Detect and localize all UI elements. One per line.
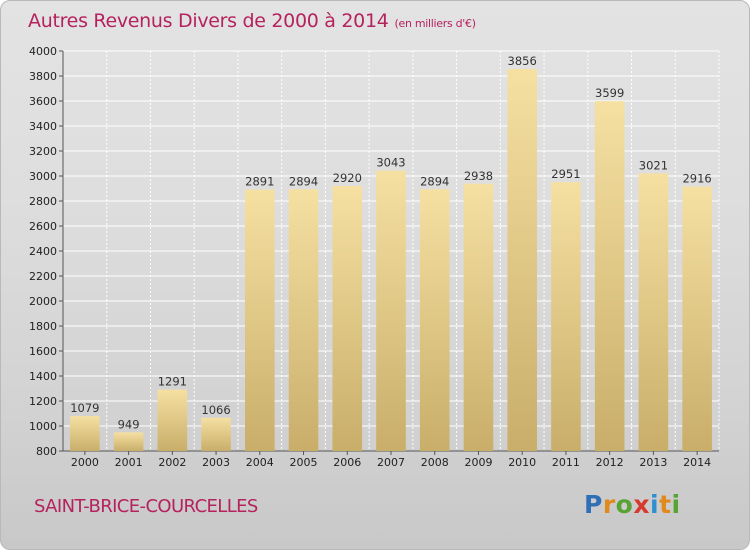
x-tick-label: 2010	[508, 456, 536, 469]
bar	[463, 183, 494, 451]
logo-letter: x	[633, 490, 650, 519]
bar	[288, 189, 319, 451]
x-tick-label: 2013	[639, 456, 667, 469]
bar-value-label: 2920	[333, 171, 362, 185]
bar-value-label: 2916	[682, 172, 711, 186]
x-tick-label: 2007	[377, 456, 405, 469]
x-tick-label: 2012	[596, 456, 624, 469]
y-tick-label: 3400	[29, 120, 57, 133]
y-tick-label: 2400	[29, 245, 57, 258]
bar-value-label: 2891	[245, 175, 274, 189]
x-tick-label: 2011	[552, 456, 580, 469]
labels: 1079 2000 949 2001 1291 2002 1066 2003 2891 2004 2…	[70, 54, 712, 469]
bar	[245, 189, 275, 451]
bar-value-label: 949	[118, 417, 140, 431]
y-tick-label: 800	[36, 445, 57, 458]
bar	[332, 186, 363, 451]
bar	[70, 416, 100, 451]
y-tick-label: 2800	[29, 195, 57, 208]
logo-letter: t	[659, 490, 672, 519]
logo-letter: P	[584, 490, 603, 519]
y-tick-label: 3200	[29, 145, 57, 158]
y-tick-label: 1600	[29, 345, 57, 358]
logo-letter: r	[602, 490, 616, 519]
bar	[201, 417, 231, 451]
bar-value-label: 2951	[551, 167, 580, 181]
x-tick-label: 2003	[202, 456, 230, 469]
proxiti-logo: Proxiti	[584, 490, 681, 519]
y-tick-label: 3600	[29, 95, 57, 108]
y-tick-label: 1000	[29, 420, 57, 433]
x-tick-label: 2004	[246, 456, 274, 469]
logo-letter: i	[671, 490, 681, 519]
bar	[376, 170, 406, 451]
x-tick-label: 2001	[115, 456, 143, 469]
bar	[157, 389, 188, 451]
chart-subtitle: (en milliers d'€)	[394, 17, 476, 30]
bar-value-label: 3599	[595, 86, 624, 100]
bar-value-label: 1291	[158, 375, 187, 389]
bar	[594, 101, 625, 451]
bar	[682, 186, 712, 451]
bar	[507, 69, 537, 451]
x-tick-label: 2002	[158, 456, 186, 469]
x-tick-label: 2008	[421, 456, 449, 469]
bar-value-label: 2938	[464, 169, 493, 183]
bar	[551, 182, 581, 451]
x-tick-label: 2009	[464, 456, 492, 469]
y-tick-label: 3000	[29, 170, 57, 183]
x-tick-label: 2000	[71, 456, 99, 469]
bar	[113, 432, 144, 451]
y-tick-label: 1800	[29, 320, 57, 333]
x-tick-label: 2005	[290, 456, 318, 469]
chart-title-text: Autres Revenus Divers de 2000 à 2014	[28, 10, 389, 32]
x-tick-label: 2014	[683, 456, 711, 469]
bar-value-label: 1079	[70, 401, 99, 415]
bars	[70, 69, 712, 451]
y-tick-label: 2600	[29, 220, 57, 233]
y-tick-label: 3800	[29, 70, 57, 83]
bar-value-label: 3021	[639, 158, 668, 172]
bar-value-label: 1066	[201, 403, 230, 417]
logo-letter: i	[650, 490, 660, 519]
bar-value-label: 2894	[420, 174, 449, 188]
x-tick-label: 2006	[333, 456, 361, 469]
bar-value-label: 3856	[508, 54, 537, 68]
bar	[419, 189, 450, 451]
y-tick-label: 2200	[29, 270, 57, 283]
y-tick-label: 1200	[29, 395, 57, 408]
bar-value-label: 2894	[289, 174, 318, 188]
y-tick-label: 4000	[29, 45, 57, 58]
y-tick-label: 2000	[29, 295, 57, 308]
y-tick-label: 1400	[29, 370, 57, 383]
logo-letter: o	[615, 490, 634, 519]
bar-value-label: 3043	[376, 156, 405, 170]
bar	[638, 173, 669, 451]
commune-name: SAINT-BRICE-COURCELLES	[34, 496, 258, 517]
chart-title: Autres Revenus Divers de 2000 à 2014 (en …	[28, 10, 476, 32]
